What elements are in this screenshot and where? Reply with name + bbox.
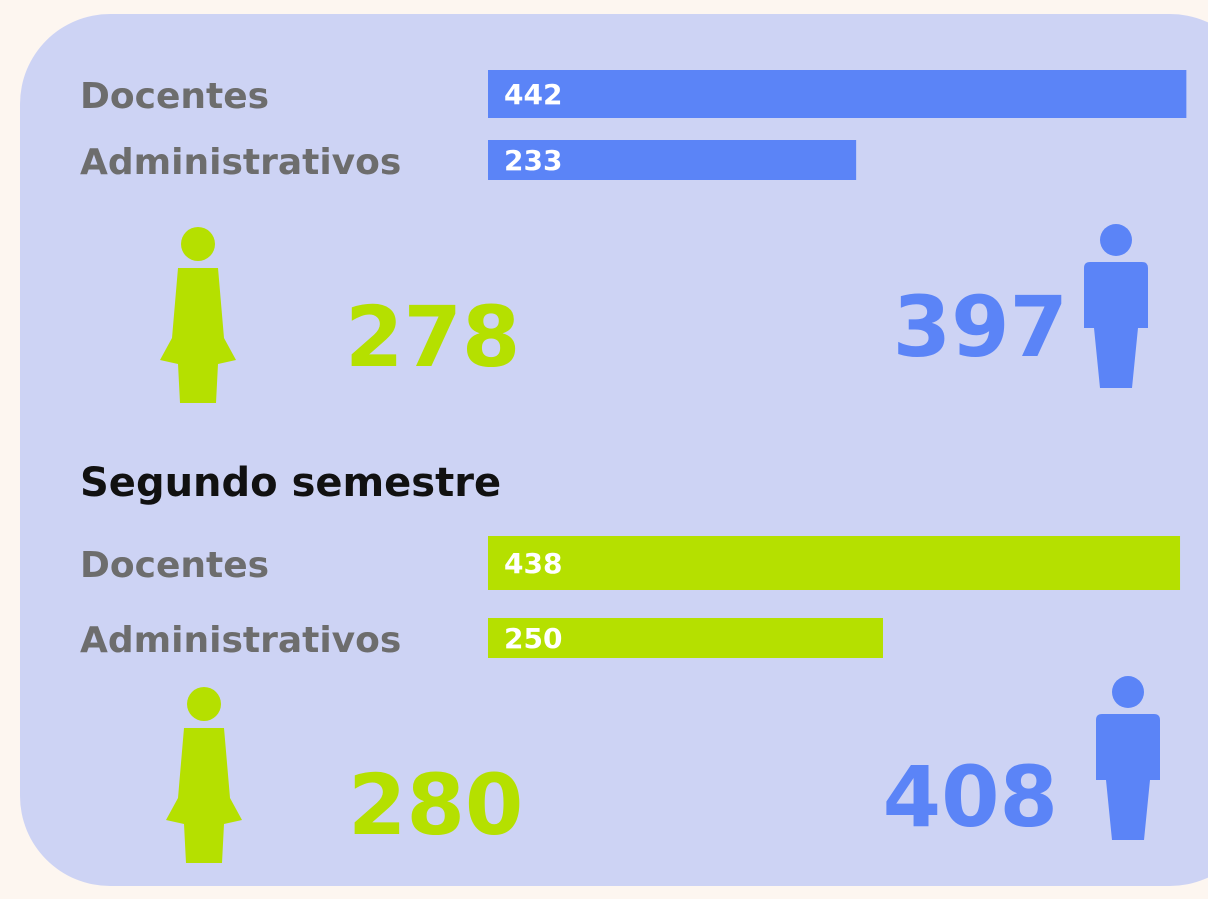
icon-body: [1084, 262, 1148, 388]
icon-head: [187, 687, 221, 721]
bar-label: Administrativos: [80, 620, 401, 661]
panel-background: [20, 14, 1208, 886]
man-icon: [1084, 224, 1148, 388]
icon-body: [166, 728, 242, 863]
women-count: 278: [345, 288, 520, 386]
woman-icon: [166, 687, 242, 863]
bar-value: 442: [504, 78, 562, 111]
bar-value: 233: [504, 144, 562, 177]
bar: [488, 618, 883, 658]
bar-label: Docentes: [80, 76, 269, 117]
section-title: Segundo semestre: [80, 460, 501, 506]
bar-label: Administrativos: [80, 142, 401, 183]
bar-value: 438: [504, 547, 562, 580]
man-icon: [1096, 676, 1160, 840]
bar-value: 250: [504, 622, 562, 655]
bar-label: Docentes: [80, 545, 269, 586]
men-count: 397: [893, 278, 1068, 376]
icon-body: [160, 268, 236, 403]
bar: [488, 536, 1181, 590]
icon-head: [181, 227, 215, 261]
men-count: 408: [883, 748, 1058, 846]
icon-body: [1096, 714, 1160, 840]
bar: [488, 70, 1187, 118]
bar: [488, 140, 857, 180]
icon-head: [1100, 224, 1132, 256]
woman-icon: [160, 227, 236, 403]
women-count: 280: [348, 756, 523, 854]
icon-head: [1112, 676, 1144, 708]
